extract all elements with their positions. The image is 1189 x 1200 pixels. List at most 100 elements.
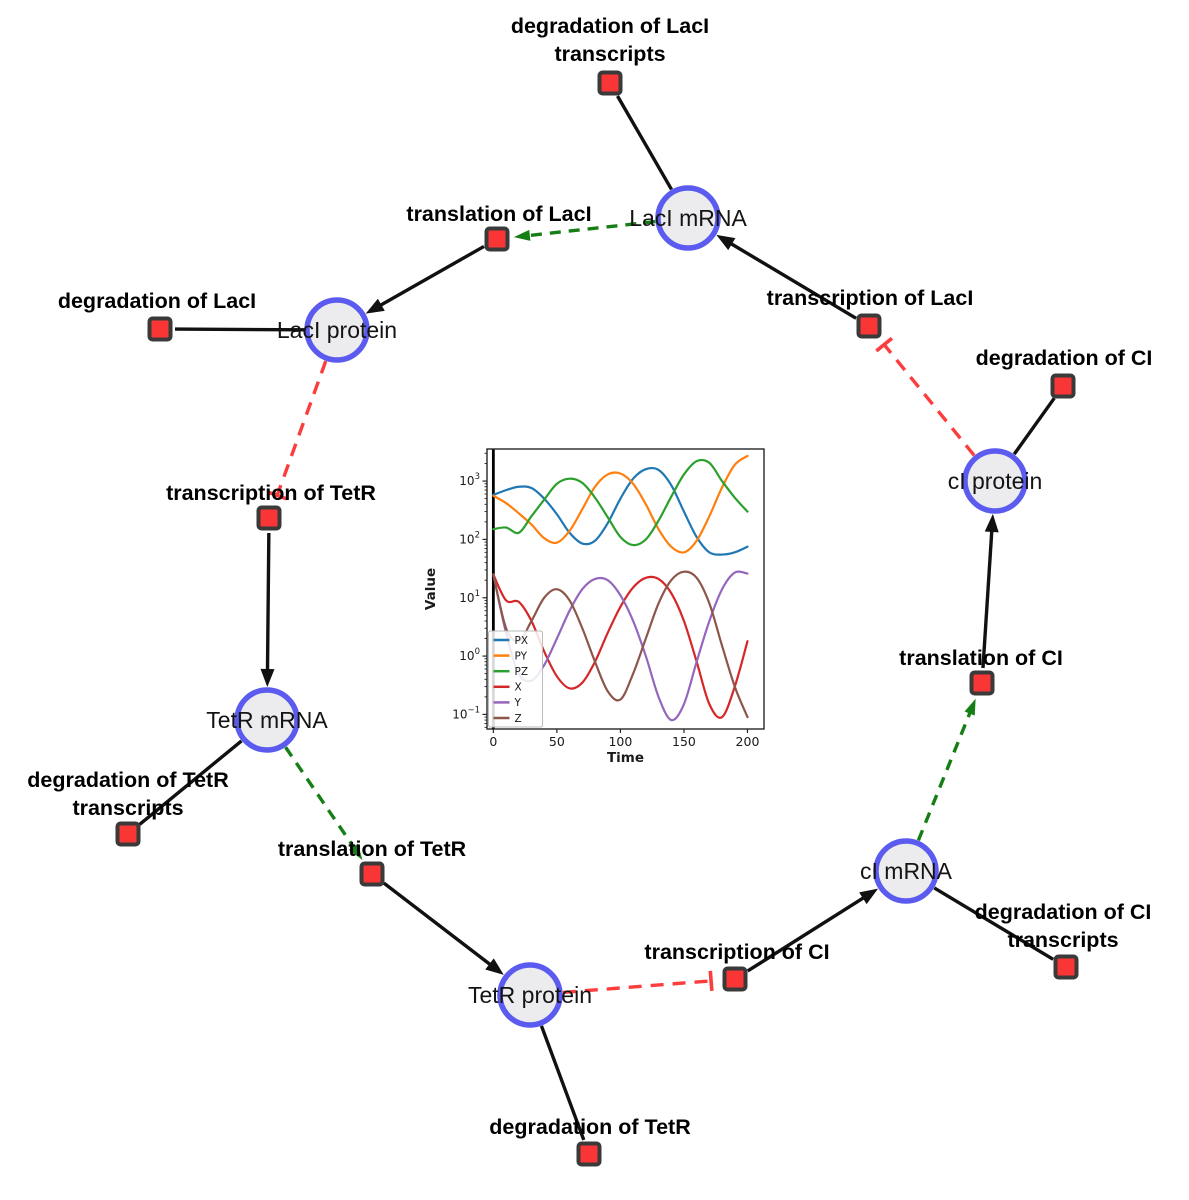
reaction-label-deg-laci-tx: degradation of LacI: [511, 14, 709, 38]
x-tick-label: 0: [489, 734, 497, 749]
series-line-PZ: [492, 458, 749, 547]
reaction-label-deg-laci-tx: transcripts: [554, 42, 665, 66]
inhibition-tee-icon: [875, 336, 894, 353]
modifier-arrowhead-icon: [513, 229, 531, 241]
species-node-ci-mrna[interactable]: [873, 838, 939, 904]
inhibition-tee-icon: [708, 970, 714, 991]
reaction-label-deg-ci: degradation of CI: [976, 346, 1153, 370]
reaction-node-tl-laci[interactable]: [484, 226, 510, 252]
edge-modifier-ci-mrna-to-tl-ci: [916, 711, 972, 842]
edge-consumption-laci-protein-to-deg-laci: [174, 327, 305, 332]
reaction-node-deg-tetr-tx[interactable]: [115, 821, 141, 847]
arrowhead-icon: [365, 298, 385, 314]
y-tick-label: 100: [459, 647, 480, 663]
series-line-X: [492, 573, 749, 719]
edge-inhibition-laci-protein-to-tc-tetr: [275, 360, 328, 497]
species-label-ci-protein: cI protein: [948, 468, 1043, 494]
arrowhead-icon: [485, 958, 504, 975]
edge-consumption-tetr-mrna-to-deg-tetr-tx: [138, 739, 243, 826]
reaction-node-deg-tetr[interactable]: [576, 1141, 602, 1167]
edge-production-tc-ci-to-ci-mrna: [746, 896, 865, 973]
reaction-label-tc-laci: transcription of LacI: [767, 286, 974, 310]
legend-label-PX: PX: [515, 635, 529, 647]
y-axis-label: Value: [423, 568, 439, 610]
reaction-label-tl-tetr: translation of TetR: [278, 837, 467, 861]
reaction-node-deg-laci[interactable]: [147, 316, 173, 342]
reaction-label-deg-laci: degradation of LacI: [58, 289, 256, 313]
reaction-node-tc-tetr[interactable]: [256, 505, 282, 531]
y-tick-label: 10−1: [452, 705, 480, 721]
y-tick-label: 103: [459, 472, 480, 488]
reaction-node-deg-ci-tx[interactable]: [1053, 954, 1079, 980]
reaction-label-tl-ci: translation of CI: [899, 646, 1063, 670]
y-tick-label: 102: [459, 530, 480, 546]
edges-layer: [138, 95, 1056, 1141]
edge-inhibition-tetr-protein-to-tc-ci: [562, 979, 712, 995]
arrowhead-icon: [984, 513, 999, 533]
reaction-node-deg-laci-tx[interactable]: [597, 70, 623, 96]
x-tick-label: 100: [608, 734, 632, 749]
species-node-tetr-mrna[interactable]: [234, 687, 300, 753]
reaction-node-tl-tetr[interactable]: [359, 861, 385, 887]
edge-inhibition-ci-protein-to-tc-laci: [882, 343, 976, 457]
species-node-tetr-protein[interactable]: [497, 962, 563, 1028]
chart-legend: PX PY PZ XYZ: [488, 630, 543, 728]
x-tick-label: 50: [549, 734, 565, 749]
species-label-tetr-mrna: TetR mRNA: [206, 707, 328, 733]
edge-consumption-ci-protein-to-deg-ci: [1012, 397, 1056, 456]
y-tick-label: 101: [459, 589, 480, 605]
x-tick-label: 150: [672, 734, 696, 749]
reaction-label-tc-tetr: transcription of TetR: [166, 481, 376, 505]
edge-modifier-tetr-mrna-to-tl-tetr: [284, 746, 356, 850]
chart-frame: [486, 448, 765, 730]
timeseries-inset-chart: 0 50 100 150 20010−1100101102103TimeValuePXP…: [423, 448, 765, 766]
inhibition-tee-icon: [267, 490, 288, 501]
x-tick-label: 200: [736, 734, 760, 749]
edge-consumption-tetr-protein-to-deg-tetr: [539, 1025, 586, 1141]
reaction-label-deg-tetr-tx: transcripts: [72, 796, 183, 820]
legend-label-Y: Y: [514, 697, 522, 709]
series-line-PY: [492, 454, 749, 554]
species-node-laci-mrna[interactable]: [655, 185, 721, 251]
edge-production-tc-laci-to-laci-mrna: [730, 242, 857, 320]
species-label-tetr-protein: TetR protein: [468, 982, 592, 1008]
reaction-label-tc-ci: transcription of CI: [644, 940, 829, 964]
reaction-label-tl-laci: translation of LacI: [406, 202, 591, 226]
x-axis-label: Time: [607, 750, 644, 766]
arrowhead-icon: [859, 888, 879, 905]
arrowhead-icon: [260, 668, 275, 688]
edge-consumption-laci-mrna-to-deg-laci-tx: [616, 95, 673, 191]
edge-production-tl-tetr-to-tetr-protein: [382, 881, 492, 966]
series-line-PX: [492, 466, 749, 556]
edge-consumption-ci-mrna-to-deg-ci-tx: [933, 886, 1055, 961]
legend-label-PZ: PZ: [515, 666, 529, 678]
species-label-ci-mrna: cI mRNA: [860, 858, 953, 884]
reaction-node-tc-laci[interactable]: [856, 313, 882, 339]
reaction-node-tc-ci[interactable]: [722, 966, 748, 992]
species-label-laci-mrna: LacI mRNA: [629, 205, 747, 231]
series-line-Z: [492, 570, 749, 719]
legend-label-PY: PY: [515, 650, 528, 662]
edge-production-tl-laci-to-laci-protein: [379, 244, 485, 307]
arrowhead-icon: [716, 234, 736, 251]
legend-label-Z: Z: [515, 713, 522, 725]
edge-production-tl-ci-to-ci-protein: [981, 530, 994, 669]
labels-layer: degradation of LacI transcripts translatio…: [27, 14, 1152, 1139]
legend-label-X: X: [515, 682, 522, 694]
reaction-label-deg-ci-tx: transcripts: [1007, 928, 1118, 952]
edge-production-tc-tetr-to-tetr-mrna: [265, 532, 271, 671]
edge-modifier-laci-mrna-to-tl-laci: [527, 219, 656, 238]
modifier-arrowhead-icon: [348, 843, 363, 860]
reaction-label-deg-tetr-tx: degradation of TetR: [27, 768, 229, 792]
modifier-arrowhead-icon: [964, 698, 976, 716]
species-node-ci-protein[interactable]: [962, 448, 1028, 514]
reaction-node-deg-ci[interactable]: [1050, 373, 1076, 399]
reaction-label-deg-tetr: degradation of TetR: [489, 1115, 691, 1139]
nodes-layer: [115, 70, 1079, 1167]
species-label-laci-protein: LacI protein: [277, 317, 397, 343]
reaction-label-deg-ci-tx: degradation of CI: [975, 900, 1152, 924]
reaction-node-tl-ci[interactable]: [969, 670, 995, 696]
species-node-laci-protein[interactable]: [304, 297, 370, 363]
